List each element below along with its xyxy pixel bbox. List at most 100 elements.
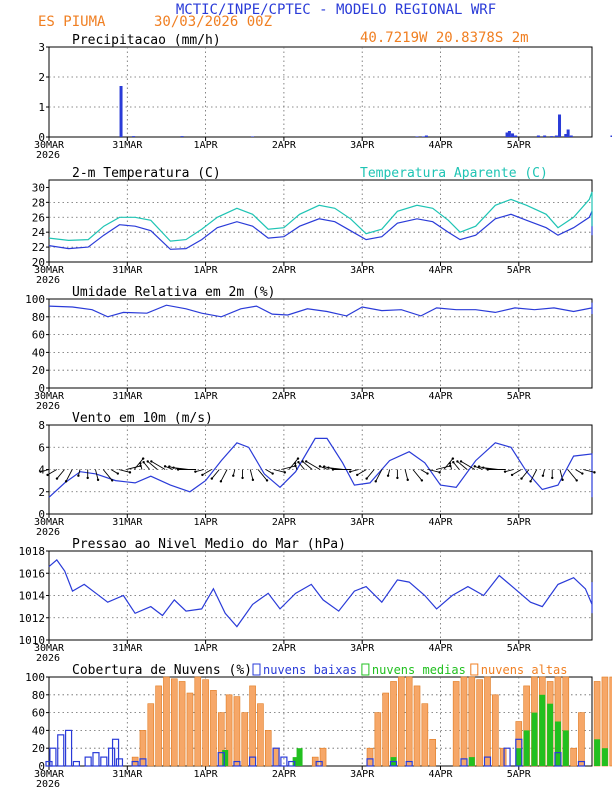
clouds-bar-nuvens-altas [476, 679, 483, 767]
wind-vector-head [482, 466, 485, 469]
wind-vector-head [241, 476, 244, 480]
precip-ytick-label: 1 [38, 101, 45, 114]
clouds-ytick-label: 0 [38, 760, 45, 773]
clouds-bar-nuvens-altas [147, 703, 155, 767]
clouds-bar-nuvens-altas [155, 685, 162, 767]
wind-line-wind [48, 437, 593, 498]
wind-vector-head [271, 472, 274, 475]
wind-vector [511, 469, 522, 476]
clouds-xtick-label: 3APR [350, 769, 375, 780]
wind-xtick-label: 4APR [428, 517, 453, 528]
wind-vector-head [426, 472, 429, 475]
slp-ytick-label: 1018 [19, 545, 46, 558]
clouds-bar-nuvens-altas [492, 694, 499, 767]
clouds-bar-nuvens-baixas [111, 738, 120, 767]
wind-vector-head [438, 471, 441, 474]
clouds-bar-nuvens-medias [539, 694, 546, 766]
wind-vector [95, 469, 99, 480]
slp-xtick-label: 2APR [272, 643, 297, 654]
wind-vector-head [168, 465, 171, 468]
clouds-bar-nuvens-altas [202, 679, 209, 767]
clouds-bar-nuvens-baixas [288, 760, 296, 767]
rh-xtick-label: 2APR [272, 391, 297, 402]
clouds-bar-nuvens-altas [170, 678, 178, 767]
wind-vector [202, 469, 212, 476]
temp-title: 2-m Temperatura (C) [72, 166, 221, 181]
clouds-bar-nuvens-altas [194, 676, 202, 767]
wind-vector-head [520, 477, 523, 480]
wind-vector [102, 469, 113, 481]
precip-xtick-label: 2APR [272, 140, 297, 151]
rh-ytick-label: 40 [32, 346, 45, 359]
wind-vector-head [456, 460, 459, 463]
slp-title: Pressao ao Nivel Medio do Mar (hPa) [72, 537, 346, 552]
wind-vector [559, 469, 564, 480]
precip-xtick-label: 5APR [507, 140, 532, 151]
precip-xtick-label: 4APR [428, 140, 453, 151]
wind-vector [504, 469, 514, 473]
slp-ytick-label: 1016 [19, 567, 46, 580]
wind-vector-head [55, 477, 59, 480]
wind-vector [249, 469, 254, 480]
wind-vector-head [459, 460, 463, 463]
precip-xtick-label: 1APR [194, 140, 219, 151]
precip-year-label: 2026 [36, 150, 60, 161]
temp-ytick-label: 24 [32, 226, 46, 239]
wind-vector-head [448, 462, 452, 465]
slp-ytick-label: 1014 [19, 590, 46, 603]
wind-vector-head [581, 472, 584, 475]
clouds-bar-nuvens-baixas [92, 752, 100, 767]
wind-vector-head [452, 461, 455, 464]
rh-ytick-label: 60 [32, 329, 45, 342]
wind-vector-head [77, 474, 80, 477]
slp-xtick-label: 30MAR [34, 643, 65, 654]
clouds-bar-nuvens-baixas [217, 752, 225, 767]
wind-vector [143, 461, 150, 470]
clouds-bar-nuvens-altas [390, 681, 397, 767]
clouds-bar-nuvens-altas [233, 696, 241, 767]
temp-ytick-label: 22 [32, 241, 45, 254]
wind-vector [420, 469, 428, 474]
clouds-bar-nuvens-medias [562, 730, 569, 766]
wind-vector-head [210, 477, 214, 480]
clouds-xtick-label: 30MAR [34, 769, 65, 780]
slp-ytick-label: 1012 [19, 612, 46, 625]
rh-xtick-label: 31MAR [112, 391, 143, 402]
temp-xtick-label: 1APR [194, 265, 219, 276]
wind-vector-head [232, 474, 235, 477]
wind-vector-head [396, 476, 399, 480]
clouds-bar-nuvens-baixas [108, 747, 116, 767]
wind-vector [302, 461, 313, 470]
clouds-bar-nuvens-altas [241, 712, 249, 767]
clouds-bar-nuvens-medias [296, 748, 303, 766]
clouds-bar-nuvens-baixas [84, 756, 92, 767]
temp-xtick-label: 4APR [428, 265, 453, 276]
wind-vector [211, 469, 220, 479]
wind-vector [65, 469, 73, 482]
clouds-ytick-label: 20 [32, 742, 45, 755]
precip-bar-precip [415, 136, 419, 137]
wind-vector [583, 469, 595, 473]
clouds-bar-nuvens-baixas [233, 760, 241, 767]
precip-bar-precip [132, 136, 136, 137]
wind-vector-head [374, 480, 377, 483]
precip-bar-precip [550, 136, 554, 137]
clouds-bar-nuvens-altas [272, 747, 280, 767]
rh-xtick-label: 3APR [350, 391, 375, 402]
wind-vector [40, 469, 50, 473]
wind-vector-head [39, 470, 42, 473]
temp-frame [48, 179, 593, 263]
clouds-bar-nuvens-baixas [100, 756, 108, 767]
precip-title: Precipitacao (mm/h) [72, 33, 221, 48]
clouds-bar-nuvens-medias [292, 757, 299, 766]
clouds-bar-nuvens-altas [499, 747, 507, 767]
wind-vector-head [297, 461, 300, 464]
wind-vector-head [142, 461, 145, 464]
precip-bar-precip [424, 135, 428, 137]
wind-vector-head [318, 465, 322, 468]
wind-vector [521, 469, 530, 479]
temp-ytick-label: 30 [32, 181, 45, 194]
wind-vector-head [96, 478, 100, 482]
precip-bar-precip [558, 114, 562, 137]
precip-frame [48, 46, 593, 138]
